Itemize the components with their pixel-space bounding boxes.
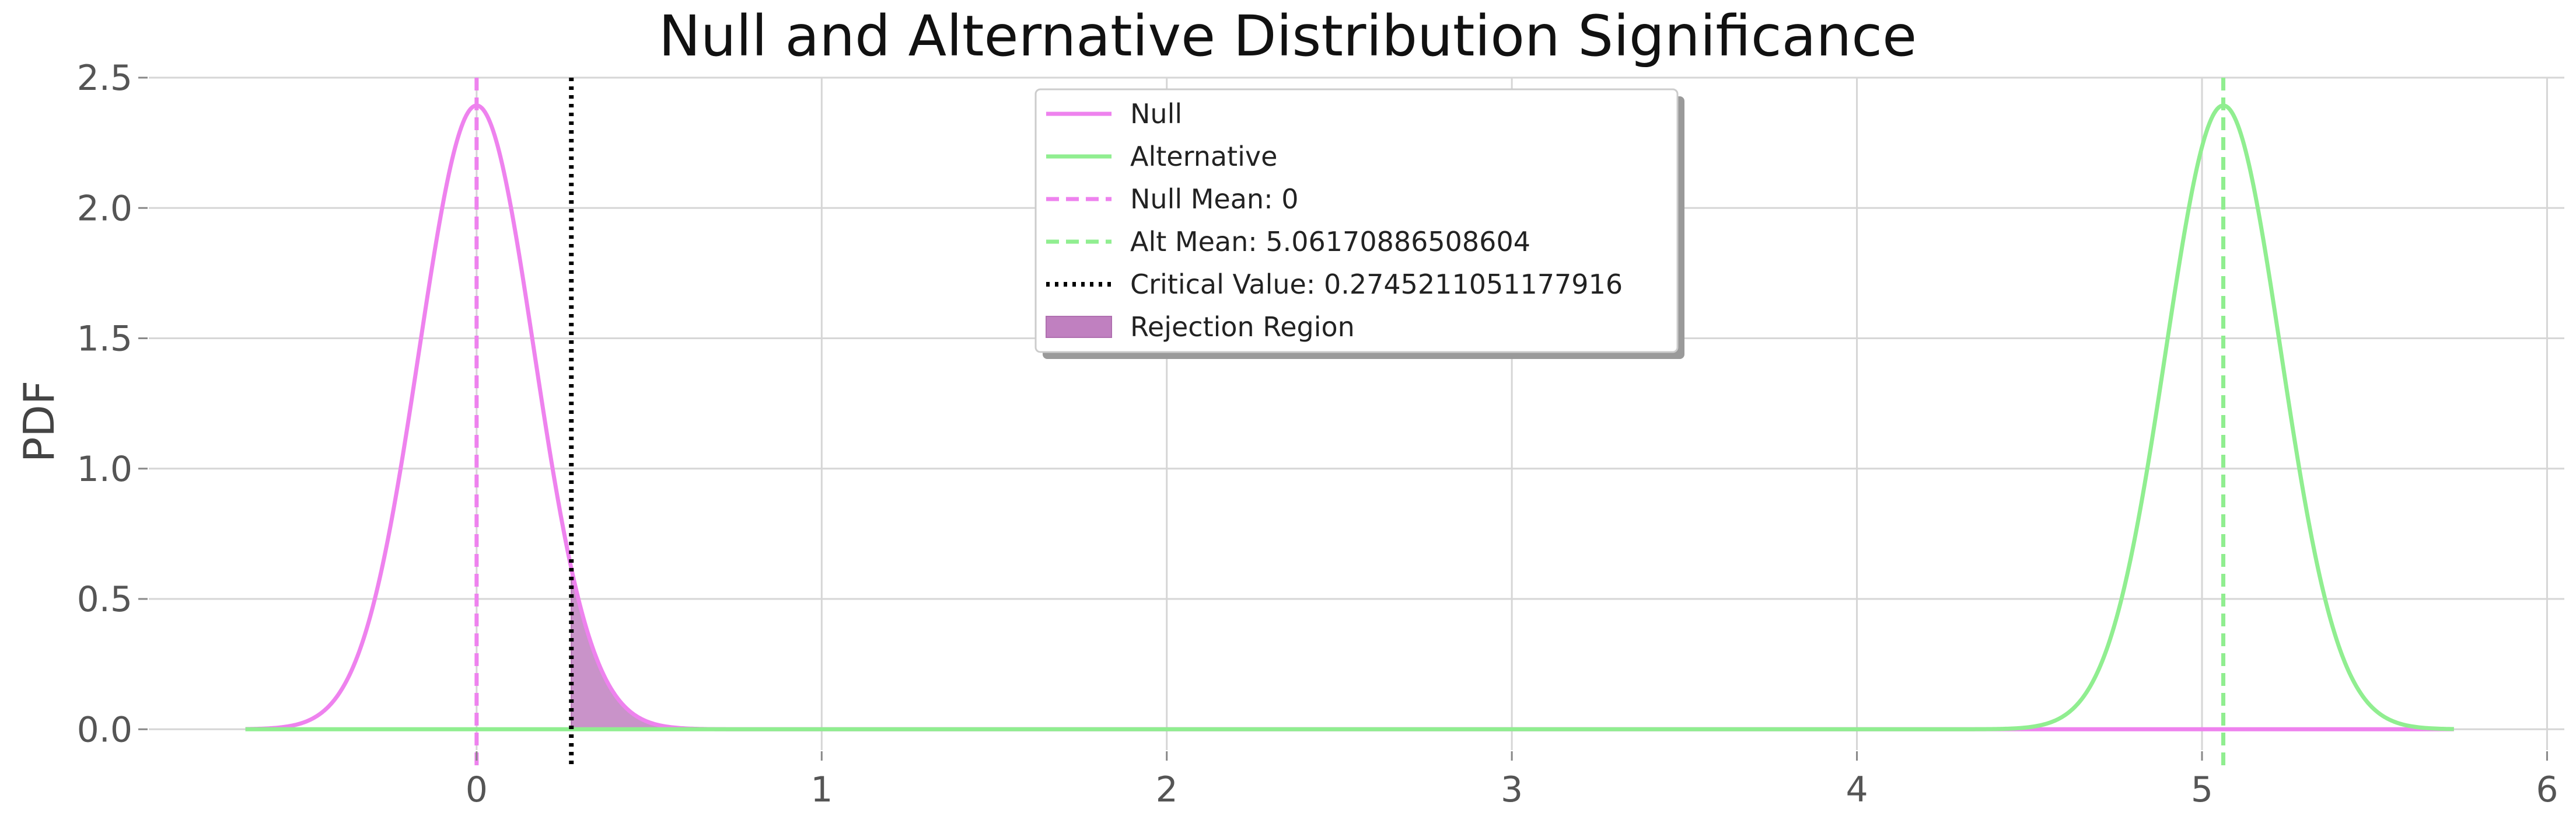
y-tick-label: 0.0: [77, 709, 132, 750]
y-tick-label: 2.0: [77, 188, 132, 229]
legend-swatch: [1046, 316, 1112, 338]
x-tick-label: 2: [1156, 769, 1178, 810]
x-tick-label: 4: [1846, 769, 1868, 810]
legend-label: Critical Value: 0.2745211051177916: [1130, 269, 1623, 300]
y-tick-label: 0.5: [77, 579, 132, 620]
y-tick-label: 2.5: [77, 58, 132, 99]
series-layer: [244, 103, 2455, 731]
legend-label: Alt Mean: 5.06170886508604: [1130, 226, 1530, 257]
legend-label: Null: [1130, 98, 1182, 130]
x-tick-label: 5: [2191, 769, 2213, 810]
x-tick-label: 1: [810, 769, 833, 810]
chart-title: Null and Alternative Distribution Signif…: [659, 4, 1917, 69]
legend-label: Rejection Region: [1130, 311, 1355, 343]
y-tick-label: 1.0: [77, 449, 132, 490]
y-axis-label: PDF: [15, 381, 64, 462]
tick-labels: 0.0 0.5 1.0 1.5 2.0 2.5 0 1 2 3 4 5 6: [77, 58, 2558, 810]
legend-label: Null Mean: 0: [1130, 183, 1298, 215]
reference-lines-layer: [474, 78, 2225, 766]
legend-box: [1034, 88, 1679, 353]
x-tick-label: 6: [2536, 769, 2558, 810]
x-tick-label: 0: [466, 769, 488, 810]
x-tick-label: 3: [1501, 769, 1523, 810]
legend-label: Alternative: [1130, 141, 1277, 172]
legend: Null Alternative Null Mean: 0 Alt Mean: 5.0…: [1034, 88, 1684, 359]
y-tick-label: 1.5: [77, 319, 132, 360]
alternative-distribution-line: [244, 103, 2455, 731]
